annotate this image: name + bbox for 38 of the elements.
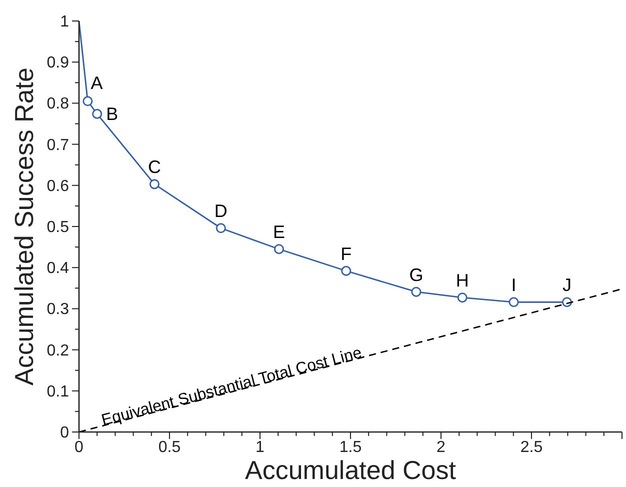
point	[341, 266, 352, 276]
x-tick-label: 2.5	[520, 439, 543, 456]
point	[457, 292, 468, 303]
data-label: A	[90, 73, 103, 94]
y-tick-label: 0.8	[46, 96, 70, 113]
x-axis-title: Accumulated Cost	[245, 455, 457, 485]
y-tick-label: 0.3	[46, 301, 70, 318]
data-label: J	[562, 275, 572, 296]
data-label: H	[456, 270, 469, 291]
data-label: D	[214, 201, 228, 222]
data-label: C	[148, 157, 161, 178]
x-tick-label: 1	[256, 439, 265, 456]
data-label: F	[340, 244, 352, 264]
data-label: E	[272, 222, 286, 242]
data-label: I	[511, 275, 516, 296]
y-tick-label: 0.2	[46, 342, 70, 360]
point	[411, 286, 422, 297]
point	[216, 223, 226, 234]
point	[82, 96, 93, 106]
point	[92, 108, 102, 119]
y-tick-label: 0.5	[46, 219, 70, 236]
data-label: B	[106, 104, 118, 124]
y-axis-title: Accumulated Success Rate	[9, 68, 39, 386]
y-tick-label: 0.1	[46, 383, 70, 400]
x-tick-label: 2	[436, 439, 446, 456]
x-tick-label: 0	[74, 439, 84, 456]
point	[274, 244, 284, 254]
y-tick-label: 0.6	[46, 178, 70, 195]
y-tick-label: 0	[60, 424, 70, 442]
x-tick-label: 0.5	[158, 439, 181, 456]
y-tick-label: 1	[60, 14, 70, 30]
point	[149, 179, 160, 190]
x-tick-label: 1.5	[339, 439, 362, 456]
data-label: G	[409, 264, 424, 285]
y-tick-label: 0.4	[46, 260, 70, 278]
point	[508, 297, 519, 308]
y-tick-label: 0.9	[46, 54, 70, 72]
y-tick-label: 0.7	[46, 136, 70, 154]
